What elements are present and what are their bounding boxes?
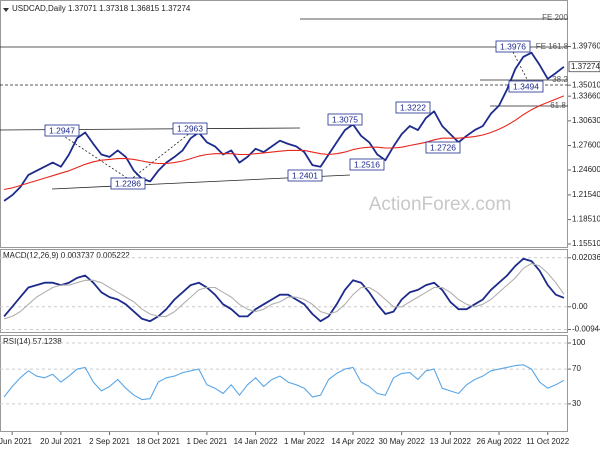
macd-title: MACD(12,26,9) 0.003737 0.005222 xyxy=(3,251,130,260)
series-line xyxy=(3,364,565,401)
wave-line xyxy=(129,132,191,181)
y-tick-label: 1.27600 xyxy=(572,141,600,150)
x-tick-label: 14 Apr 2022 xyxy=(331,437,375,446)
fib-label: 61.8 xyxy=(550,101,566,110)
x-tick-label: 1 Mar 2022 xyxy=(284,437,325,446)
y-tick-label: 1.21540 xyxy=(572,190,600,199)
x-tick-label: 14 Jan 2022 xyxy=(234,437,279,446)
y-tick-label: 30 xyxy=(572,399,581,408)
x-tick-label: 1 Dec 2021 xyxy=(186,437,227,446)
x-tick-label: 13 Jul 2022 xyxy=(430,437,472,446)
annotation-box xyxy=(425,141,461,154)
y-tick-label: 1.39760 xyxy=(572,42,600,51)
x-tick-label: 26 Aug 2022 xyxy=(477,437,522,446)
annotation-box xyxy=(508,80,544,93)
y-tick-label: 70 xyxy=(572,364,581,373)
y-tick-label: 1.30630 xyxy=(572,116,600,125)
annotation-box xyxy=(349,158,385,171)
last-price-box xyxy=(568,61,600,73)
y-tick-label: 100 xyxy=(572,338,586,347)
watermark: ActionForex.com xyxy=(369,194,512,215)
series-line xyxy=(3,95,565,191)
series-line xyxy=(3,51,565,202)
fib-label: FE 200 xyxy=(542,13,568,22)
annotation-label: 1.2963 xyxy=(177,123,203,133)
annotation-label: 1.3494 xyxy=(513,81,539,91)
annotation-box xyxy=(327,113,363,126)
fib-label: 38.2 xyxy=(552,75,568,84)
y-tick-label: 1.24600 xyxy=(572,165,600,174)
y-tick-label: -0.009448 xyxy=(572,325,600,334)
y-tick-label: 1.33660 xyxy=(572,91,600,100)
annotation-label: 1.2726 xyxy=(430,142,456,152)
annotation-label: 1.2947 xyxy=(49,125,75,135)
annotation-box xyxy=(44,124,80,137)
x-tick-label: 4 Jun 2021 xyxy=(0,437,33,446)
wave-line xyxy=(61,134,131,181)
annotation-box xyxy=(287,169,323,182)
rsi-panel-frame xyxy=(0,335,568,432)
annotation-box xyxy=(395,101,431,114)
price-title: USDCAD,Daily 1.37071 1.37318 1.36815 1.3… xyxy=(12,4,191,13)
annotation-box xyxy=(495,40,531,53)
annotation-label: 1.3075 xyxy=(332,114,358,124)
annotation-box xyxy=(172,122,208,135)
series-line xyxy=(3,257,565,323)
y-tick-label: 1.18510 xyxy=(572,215,600,224)
menu-triangle xyxy=(3,8,9,12)
x-tick-label: 18 Oct 2021 xyxy=(136,437,180,446)
annotation-label: 1.2286 xyxy=(115,178,141,188)
x-tick-label: 2 Sep 2021 xyxy=(89,437,130,446)
rsi-title: RSI(14) 57.1238 xyxy=(3,337,62,346)
last-price-label: 1.37274 xyxy=(571,62,600,71)
x-tick-label: 30 May 2022 xyxy=(379,437,426,446)
x-tick-label: 11 Oct 2022 xyxy=(526,437,570,446)
y-tick-label: 1.35010 xyxy=(572,80,600,89)
y-tick-label: 0.00 xyxy=(572,302,588,311)
macd-panel-frame xyxy=(0,249,568,333)
annotation-label: 1.3976 xyxy=(500,41,526,51)
y-tick-label: 1.15510 xyxy=(572,239,600,248)
annotation-label: 1.3222 xyxy=(400,102,426,112)
fib-label: FE 161.8 xyxy=(536,42,569,51)
y-tick-label: 0.02036 xyxy=(572,253,600,262)
series-line xyxy=(3,262,565,320)
annotation-label: 1.2401 xyxy=(292,170,318,180)
x-tick-label: 20 Jul 2021 xyxy=(40,437,82,446)
price-panel-frame xyxy=(0,0,568,248)
annotation-label: 1.2516 xyxy=(354,159,380,169)
annotation-box xyxy=(110,177,146,190)
